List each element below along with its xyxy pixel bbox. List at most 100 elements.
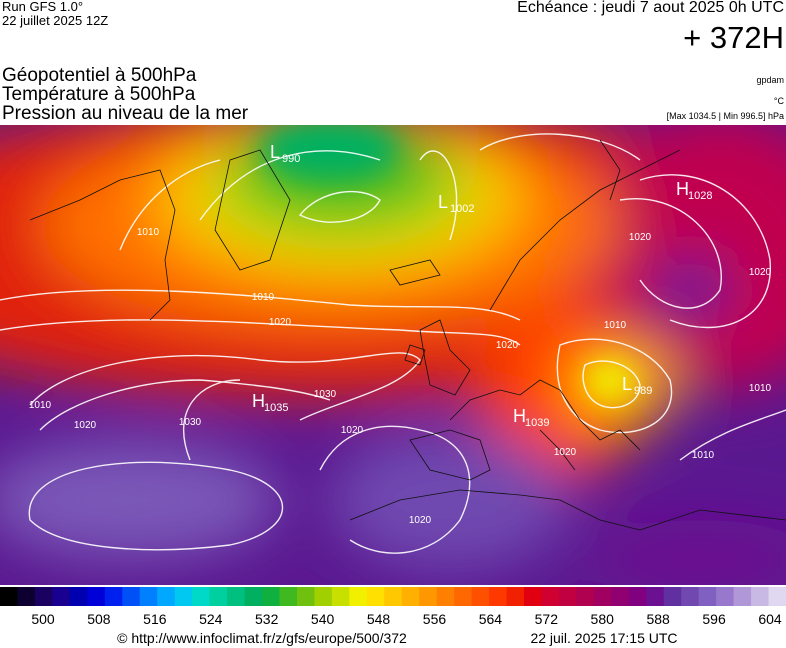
colorbar-swatch xyxy=(17,587,36,606)
center-value: 1028 xyxy=(688,190,712,202)
center-value: 1035 xyxy=(264,402,288,414)
colorbar-label: 580 xyxy=(591,611,615,627)
isobar-label: 1010 xyxy=(692,450,715,461)
title: Température à 500hPa xyxy=(2,84,196,105)
center-symbol: H xyxy=(252,391,265,411)
colorbar-label: 588 xyxy=(646,611,670,627)
map xyxy=(0,125,786,585)
colorbar-swatch xyxy=(541,587,560,606)
colorbar-swatch xyxy=(262,587,280,606)
colorbar-label: 564 xyxy=(479,611,503,627)
colorbar-swatch xyxy=(576,587,595,606)
colorbar-swatch xyxy=(139,587,158,606)
colorbar-swatch xyxy=(454,587,473,606)
colorbar-swatch xyxy=(646,587,665,606)
center-symbol: H xyxy=(676,179,689,199)
colorbar-swatch xyxy=(558,587,577,606)
title: Géopotentiel à 500hPa xyxy=(2,65,197,86)
isobar-label: 1010 xyxy=(137,227,160,238)
run-label: Run GFS 1.0° xyxy=(2,0,83,14)
colorbar-label: 532 xyxy=(255,611,279,627)
colorbar-swatch xyxy=(0,587,18,606)
colorbar-swatch xyxy=(87,587,106,606)
unit: [Max 1034.5 | Min 996.5] hPa xyxy=(667,111,784,121)
colorbar-swatch xyxy=(331,587,350,606)
isobar-label: 1010 xyxy=(604,320,627,331)
colorbar-swatch xyxy=(733,587,752,606)
colorbar-swatch xyxy=(349,587,368,606)
isobar-label: 1020 xyxy=(496,340,519,351)
colorbar-swatch xyxy=(384,587,403,606)
colorbar-swatch xyxy=(436,587,455,606)
colorbar-label: 604 xyxy=(758,611,782,627)
isobar-label: 1020 xyxy=(409,515,432,526)
isobar-label: 1010 xyxy=(29,400,52,411)
colorbar-swatch xyxy=(174,587,193,606)
colorbar-swatch xyxy=(768,587,786,606)
colorbar-swatch xyxy=(69,587,88,606)
colorbar-swatch xyxy=(227,587,246,606)
colorbar-swatch xyxy=(52,587,71,606)
colorbar-swatch xyxy=(716,587,735,606)
title: Pression au niveau de la mer xyxy=(2,103,249,124)
colorbar-swatch xyxy=(524,587,542,606)
colorbar-label: 548 xyxy=(367,611,391,627)
center-value: 989 xyxy=(634,385,652,397)
colorbar-swatch xyxy=(593,587,612,606)
run-date: 22 juillet 2025 12Z xyxy=(2,13,108,28)
colorbar-label: 556 xyxy=(423,611,447,627)
colorbar-swatch xyxy=(209,587,228,606)
colorbar-swatch xyxy=(628,587,647,606)
timestamp: 22 juil. 2025 17:15 UTC xyxy=(530,630,677,646)
colorbar-label: 524 xyxy=(199,611,223,627)
colorbar-swatch xyxy=(681,587,700,606)
unit: gpdam xyxy=(756,75,784,85)
colorbar-swatch xyxy=(314,587,333,606)
colorbar-swatch xyxy=(506,587,525,606)
isobar-label: 1010 xyxy=(252,292,275,303)
colorbar-swatch xyxy=(751,587,770,606)
colorbar-swatch xyxy=(34,587,53,606)
center-value: 1039 xyxy=(525,417,549,429)
center-symbol: L xyxy=(438,192,448,212)
colorbar-label: 572 xyxy=(535,611,559,627)
center-symbol: H xyxy=(513,406,526,426)
colorbar-swatch xyxy=(401,587,420,606)
colorbar-label: 596 xyxy=(702,611,726,627)
colorbar-swatch xyxy=(663,587,682,606)
isobar-label: 1030 xyxy=(179,417,202,428)
isobar-label: 1030 xyxy=(314,389,337,400)
colorbar-label: 540 xyxy=(311,611,335,627)
center-symbol: L xyxy=(622,374,632,394)
colorbar: 500 508 516 524 532 540 548 556 564 572 580 588 596 6… xyxy=(0,587,786,627)
isobar-label: 1020 xyxy=(341,425,364,436)
colorbar-label: 516 xyxy=(143,611,167,627)
center-value: 990 xyxy=(282,153,300,165)
unit: °C xyxy=(774,96,785,106)
isobar-label: 1020 xyxy=(629,232,652,243)
colorbar-swatch xyxy=(279,587,298,606)
colorbar-swatch xyxy=(296,587,315,606)
colorbar-swatch xyxy=(104,587,123,606)
colorbar-swatch xyxy=(192,587,211,606)
colorbar-label: 508 xyxy=(87,611,111,627)
colorbar-label: 500 xyxy=(31,611,55,627)
isobar-label: 1020 xyxy=(554,447,577,458)
coastlines xyxy=(29,139,786,531)
echeance: Echéance : jeudi 7 aout 2025 0h UTC xyxy=(517,0,784,16)
colorbar-swatch xyxy=(611,587,630,606)
colorbar-swatch xyxy=(471,587,490,606)
isobar-label: 1020 xyxy=(269,317,292,328)
center-value: 1002 xyxy=(450,203,474,215)
lead-time: + 372H xyxy=(683,20,784,55)
colorbar-swatch xyxy=(157,587,176,606)
colorbar-swatch xyxy=(698,587,717,606)
isobar-label: 1010 xyxy=(749,383,772,394)
colorbar-swatch xyxy=(489,587,508,606)
isobar-labels: 1010 1020 1030 1010 1020 1030 1020 1020 1010 1020… xyxy=(29,227,772,526)
colorbar-swatch xyxy=(122,587,141,606)
colorbar-swatch xyxy=(244,587,263,606)
